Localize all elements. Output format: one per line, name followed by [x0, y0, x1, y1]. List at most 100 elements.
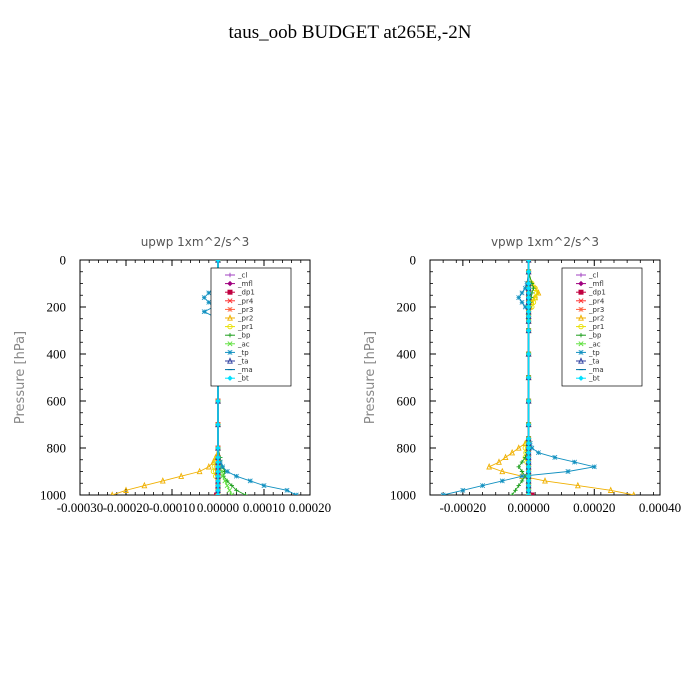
data-point	[201, 309, 207, 315]
data-point	[607, 486, 614, 493]
legend-marker	[227, 289, 233, 295]
y-tick-label: 800	[397, 441, 417, 456]
legend-label: _bt	[237, 375, 249, 383]
data-point	[525, 290, 532, 296]
legend-box	[210, 267, 292, 387]
data-point	[509, 448, 516, 456]
data-point	[525, 445, 532, 451]
legend-marker	[578, 349, 584, 355]
data-point	[509, 492, 515, 495]
x-tick-label: 0.00020	[289, 500, 331, 515]
data-point	[522, 304, 528, 310]
legend-marker	[227, 314, 233, 321]
legend-label: _ac	[588, 340, 601, 348]
legend-entry: _tp	[576, 349, 600, 357]
data-point	[574, 481, 581, 489]
data-point	[525, 421, 532, 428]
data-point	[519, 469, 525, 474]
chart-panel-2: vpwp 1xm^2/s^3 Pressure [hPa] 0 200 400 600 80…	[363, 235, 681, 515]
data-area	[440, 260, 636, 495]
legend-marker	[227, 272, 233, 278]
data-point	[513, 488, 518, 493]
y-tick-label: 1000	[40, 488, 66, 503]
x-tick-label: -0.00020	[440, 500, 487, 515]
legend: _cl_mfl_dp1_pr4_pr3_pr2_pr1_bp_ac_tp_ta_…	[561, 267, 643, 387]
legend-entry: _cl	[225, 272, 247, 280]
data-point	[525, 487, 532, 493]
data-point	[519, 459, 525, 465]
legend-marker	[578, 298, 584, 304]
data-point	[542, 477, 548, 484]
data-point	[284, 487, 290, 493]
data-point	[525, 318, 532, 324]
legend-entry: _mfl	[576, 280, 604, 288]
legend-entry: _pr3	[576, 306, 604, 314]
legend: _cl_mfl_dp1_pr4_pr3_pr2_pr1_bp_ac_tp_ta_…	[210, 267, 292, 387]
data-point	[480, 483, 486, 489]
x-tick-label: -0.00030	[57, 500, 104, 515]
legend-label: _pr3	[588, 306, 604, 314]
legend-marker	[227, 333, 233, 338]
y-tick-label: 600	[397, 394, 417, 409]
data-point	[535, 289, 542, 296]
data-point	[525, 435, 532, 442]
series-line	[112, 260, 228, 495]
legend-entry: _ma	[225, 366, 253, 374]
data-point	[440, 492, 446, 495]
legend-entry: _pr1	[225, 323, 253, 331]
legend-label: _dp1	[588, 289, 606, 297]
data-point	[525, 285, 532, 291]
legend-marker	[227, 341, 233, 347]
data-point	[205, 463, 212, 470]
data-point	[552, 454, 558, 460]
legend-marker	[578, 341, 584, 347]
data-point	[572, 459, 578, 465]
legend-marker	[227, 298, 233, 304]
legend-entry: _bt	[225, 375, 249, 383]
data-point	[515, 444, 522, 451]
data-point	[525, 374, 532, 381]
data-point	[565, 469, 571, 474]
data-point	[215, 464, 221, 470]
data-point	[535, 450, 541, 456]
y-axis-label: Pressure [hPa]	[13, 331, 28, 424]
legend-marker	[227, 349, 233, 355]
data-point	[247, 478, 253, 484]
data-point	[525, 327, 532, 334]
data-point	[224, 469, 230, 474]
data-point	[178, 472, 185, 479]
data-point	[215, 445, 221, 451]
data-point	[519, 290, 525, 296]
data-point	[215, 473, 221, 479]
legend-label: _pr1	[237, 323, 253, 331]
data-point	[525, 309, 532, 315]
legend-marker	[578, 280, 584, 287]
data-point	[525, 351, 532, 357]
data-point	[201, 295, 207, 301]
legend-entry: _ta	[576, 357, 600, 366]
data-point	[222, 478, 228, 484]
legend-marker	[227, 375, 233, 381]
legend-entry: _dp1	[225, 289, 255, 297]
legend-entry: _ma	[576, 366, 604, 374]
legend-marker	[578, 357, 584, 364]
y-axis-label: Pressure [hPa]	[363, 331, 378, 424]
legend-label: _mfl	[237, 280, 253, 288]
data-point	[234, 488, 239, 493]
data-point	[496, 458, 502, 465]
legend-marker	[227, 280, 233, 287]
legend-label: _pr2	[237, 315, 253, 323]
data-point	[516, 483, 521, 488]
data-point	[525, 269, 532, 275]
data-point	[215, 487, 221, 493]
x-tick-label: 0.00000	[507, 500, 549, 515]
data-point	[499, 467, 506, 475]
legend-marker	[227, 323, 233, 330]
data-point	[210, 458, 217, 465]
legend-entry: _pr4	[225, 297, 254, 305]
legend-entry: _ta	[225, 357, 249, 366]
data-point	[525, 313, 532, 320]
data-point	[159, 477, 166, 484]
legend-label: _ma	[588, 366, 604, 374]
